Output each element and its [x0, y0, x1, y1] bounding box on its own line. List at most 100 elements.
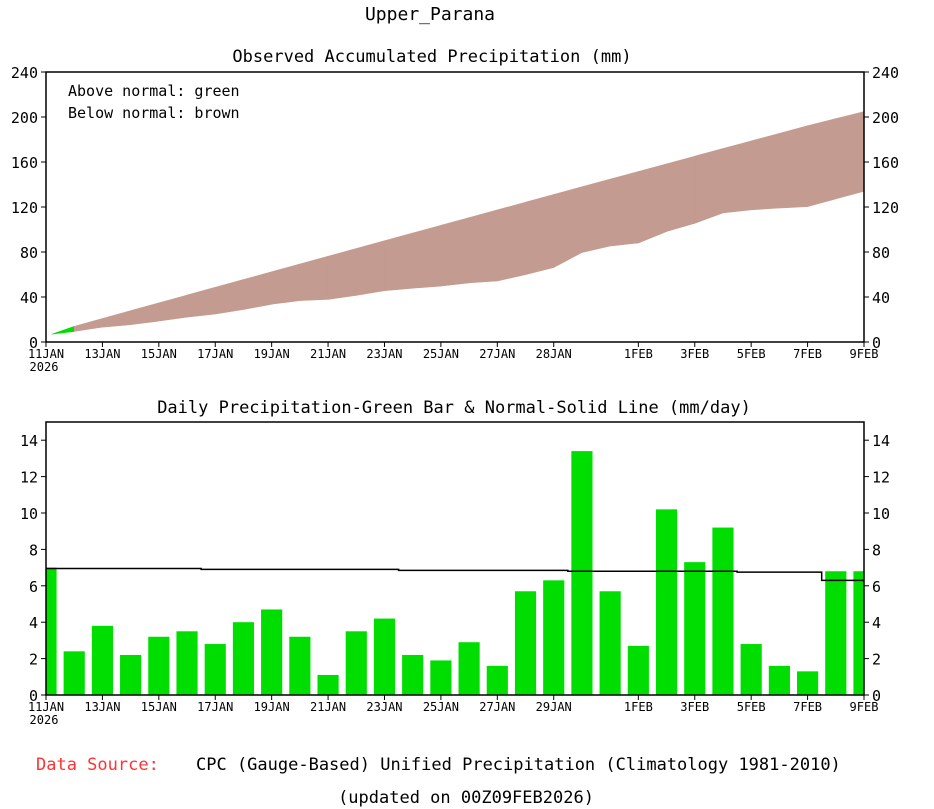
daily-ytick-label-right: 0 — [872, 687, 881, 705]
accum-xtick-label: 9FEB — [850, 347, 879, 361]
daily-xtick-label: 17JAN — [197, 700, 233, 714]
daily-bar — [204, 644, 226, 695]
accum-ytick-label-right: 0 — [872, 334, 881, 352]
daily-bar — [317, 674, 339, 695]
accum-xtick-label: 5FEB — [737, 347, 766, 361]
accum-ytick-label-left: 160 — [11, 154, 38, 172]
data-source-label: Data Source: — [36, 755, 159, 775]
daily-bar — [514, 591, 537, 695]
daily-bar — [430, 660, 452, 695]
daily-bar — [373, 618, 396, 695]
daily-bar — [46, 567, 57, 695]
daily-ytick-label-right: 12 — [872, 469, 890, 487]
daily-xtick-label: 23JAN — [366, 700, 402, 714]
daily-ytick-label-right: 2 — [872, 651, 881, 669]
accum-segment-below-normal — [186, 286, 216, 318]
daily-bar — [797, 671, 819, 695]
daily-xtick-label: 5FEB — [737, 700, 766, 714]
daily-bar — [402, 654, 424, 695]
accum-segment-above-normal — [51, 325, 75, 335]
figure-title: Upper_Parana — [365, 4, 495, 25]
daily-frame — [45, 421, 865, 696]
legend-above: Above normal: green — [68, 82, 240, 100]
accum-segment-below-normal — [299, 255, 329, 301]
daily-bar — [627, 645, 649, 695]
daily-bar — [825, 571, 847, 695]
daily-xtick-label: 19JAN — [254, 700, 290, 714]
daily-chart: 0 0 2 2 4 4 6 6 8 8 10 10 12 12 14 14 11JAN 13JAN 15JAN 17J… — [20, 421, 890, 727]
accum-ytick-label-left: 200 — [11, 109, 38, 127]
accum-xtick-label: 17JAN — [197, 347, 233, 361]
accum-segment-below-normal — [102, 310, 131, 328]
daily-year-label: 2026 — [30, 713, 59, 727]
accum-segment-below-normal — [327, 248, 357, 300]
accum-chart: 0 0 40 40 80 80 120 120 160 160 200 200 240 240 11JAN 1… — [11, 64, 899, 374]
accum-segment-below-normal — [271, 263, 301, 305]
accum-xtick-label: 15JAN — [141, 347, 177, 361]
accum-ytick-label-right: 80 — [872, 244, 890, 262]
accum-ytick-label-right: 160 — [872, 154, 899, 172]
daily-bar — [740, 644, 762, 695]
accum-ytick-label-left: 240 — [11, 64, 38, 82]
accum-xtick-label: 21JAN — [310, 347, 346, 361]
daily-bar — [91, 625, 113, 695]
accum-segment-below-normal — [497, 201, 526, 282]
daily-ytick-label-right: 6 — [872, 578, 881, 596]
daily-bar — [768, 665, 790, 695]
daily-ytick-label-left: 12 — [20, 469, 38, 487]
daily-xtick-label: 1FEB — [624, 700, 653, 714]
accum-segment-below-normal — [553, 186, 583, 269]
daily-xtick-label: 11JAN — [28, 700, 64, 714]
accum-ytick-label-left: 80 — [20, 244, 38, 262]
daily-bar — [543, 580, 565, 695]
accum-xtick-label: 19JAN — [254, 347, 290, 361]
accum-segment-below-normal — [835, 111, 865, 200]
daily-xtick-label: 9FEB — [850, 700, 879, 714]
daily-bar — [148, 636, 170, 695]
daily-ytick-label-left: 10 — [20, 505, 38, 523]
accum-segment-below-normal — [158, 294, 188, 322]
daily-ytick-label-right: 14 — [872, 432, 890, 450]
daily-bar — [345, 631, 367, 695]
daily-ytick-label-right: 8 — [872, 541, 881, 559]
accum-segment-below-normal — [243, 271, 272, 310]
accum-ytick-label-left: 0 — [29, 334, 38, 352]
daily-xtick-label: 13JAN — [84, 700, 120, 714]
accum-ytick-label-left: 120 — [11, 199, 38, 217]
daily-ytick-label-left: 6 — [29, 578, 38, 596]
accum-segment-below-normal — [581, 178, 611, 253]
accum-xtick-label: 28JAN — [536, 347, 572, 361]
daily-ytick-label-left: 14 — [20, 432, 38, 450]
accum-xtick-label: 25JAN — [423, 347, 459, 361]
accum-segment-below-normal — [440, 217, 470, 287]
daily-chart-title: Daily Precipitation-Green Bar & Normal-S… — [157, 398, 751, 418]
daily-bar — [289, 636, 311, 695]
accum-segment-below-normal — [666, 155, 696, 232]
accum-ytick-label-right: 40 — [872, 289, 890, 307]
daily-bar — [486, 665, 508, 695]
accum-year-label: 2026 — [30, 360, 59, 374]
accum-segment-below-normal — [722, 140, 752, 214]
accum-ytick-label-left: 40 — [20, 289, 38, 307]
accum-ytick-label-right: 120 — [872, 199, 899, 217]
daily-bar — [63, 651, 85, 695]
accum-xtick-label: 7FEB — [793, 347, 822, 361]
accum-segment-below-normal — [214, 279, 244, 315]
daily-xtick-label: 29JAN — [536, 700, 572, 714]
daily-xtick-label: 3FEB — [680, 700, 709, 714]
daily-ytick-label-right: 4 — [872, 614, 881, 632]
data-source-text: CPC (Gauge-Based) Unified Precipitation … — [196, 755, 841, 775]
daily-bar — [853, 571, 864, 695]
accum-segment-below-normal — [355, 240, 385, 296]
accum-xtick-label: 23JAN — [366, 347, 402, 361]
accum-chart-title: Observed Accumulated Precipitation (mm) — [232, 47, 631, 67]
accum-segment-below-normal — [609, 171, 639, 247]
daily-bar — [458, 642, 480, 695]
accum-xtick-label: 11JAN — [28, 347, 64, 361]
updated-text: (updated on 00Z09FEB2026) — [338, 788, 594, 808]
accum-segment-below-normal — [694, 148, 724, 224]
accum-segment-below-normal — [750, 132, 780, 211]
daily-ytick-label-left: 2 — [29, 651, 38, 669]
accum-xtick-label: 13JAN — [84, 347, 120, 361]
